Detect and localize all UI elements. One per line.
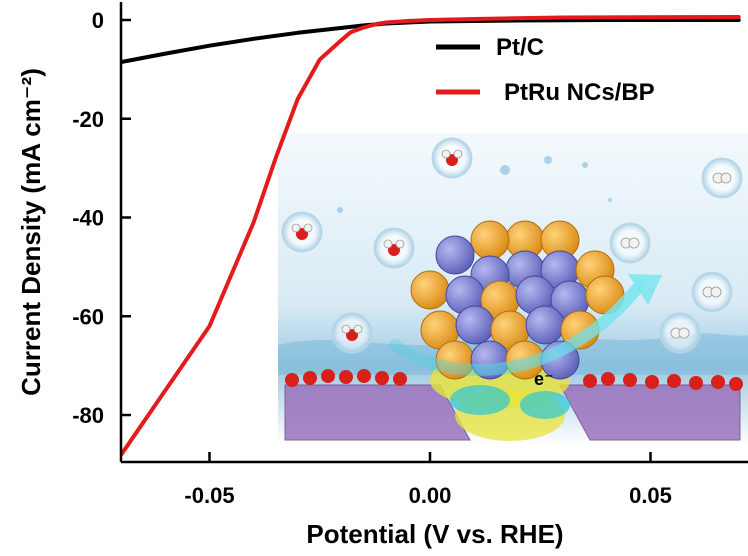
oxygen-atom xyxy=(601,372,615,386)
oxygen-atom xyxy=(583,374,597,388)
water-molecule xyxy=(281,211,323,253)
oxygen-atom xyxy=(689,376,703,390)
hydrogen-molecule xyxy=(691,271,733,313)
y-tick-label: -60 xyxy=(72,304,104,329)
oxygen-atom xyxy=(393,372,407,386)
oxygen-atom xyxy=(357,369,371,383)
legend-label: Pt/C xyxy=(496,34,544,61)
hydrogen-molecule xyxy=(609,222,651,264)
y-tick-label: -40 xyxy=(72,206,104,231)
water-molecule xyxy=(373,227,415,269)
inset-illustration: e⁻ xyxy=(278,133,748,445)
ru-atom xyxy=(410,270,450,310)
phosphorene-layer xyxy=(284,384,741,441)
y-tick-label: -20 xyxy=(72,107,104,132)
x-tick-label: 0.00 xyxy=(409,483,452,508)
pt-atom xyxy=(525,305,565,345)
legend-label: PtRu NCs/BP xyxy=(504,79,655,106)
oxygen-atom xyxy=(729,377,743,391)
hydrogen-molecule xyxy=(701,157,743,199)
pt-atom xyxy=(455,305,495,345)
legend: Pt/C PtRu NCs/BP xyxy=(436,34,655,106)
plot-curves xyxy=(121,15,741,457)
droplet xyxy=(608,198,612,202)
x-tick-label: -0.05 xyxy=(184,483,234,508)
oxygen-atom xyxy=(285,373,299,387)
water-molecule xyxy=(331,312,373,354)
oxygen-atom xyxy=(303,371,317,385)
x-tick-label: 0.05 xyxy=(629,483,672,508)
oxygen-atom xyxy=(623,373,637,387)
oxygen-atom xyxy=(711,375,725,389)
hydrogen-molecule xyxy=(659,312,701,354)
droplet xyxy=(544,156,552,164)
series-line-1 xyxy=(121,15,741,457)
electron-arrow-head xyxy=(628,274,662,305)
oxygen-atom xyxy=(339,370,353,384)
oxygen-atom xyxy=(375,371,389,385)
molecules xyxy=(281,137,743,354)
series-line-0 xyxy=(121,18,741,64)
oxygen-atoms xyxy=(285,369,743,391)
droplet xyxy=(337,207,343,213)
oxygen-atom xyxy=(645,375,659,389)
y-axis-title: Current Density (mA cm⁻²) xyxy=(16,68,46,396)
axes-frame xyxy=(119,2,748,464)
x-axis-title: Potential (V vs. RHE) xyxy=(306,519,563,549)
droplet xyxy=(582,162,588,168)
y-tick-label: -80 xyxy=(72,403,104,428)
oxygen-atom xyxy=(667,374,681,388)
water-molecule xyxy=(431,137,473,179)
ru-atom xyxy=(470,220,510,260)
oxygen-atom xyxy=(321,369,335,383)
electron-arrow xyxy=(389,279,646,376)
charge-density xyxy=(430,352,570,441)
ticks: -0.05 0.00 0.05 0 -20 -40 -60 -80 xyxy=(72,8,672,508)
y-tick-label: 0 xyxy=(92,8,104,33)
electron-label: e⁻ xyxy=(534,369,554,389)
pt-atom xyxy=(435,235,475,275)
droplet xyxy=(500,165,510,175)
